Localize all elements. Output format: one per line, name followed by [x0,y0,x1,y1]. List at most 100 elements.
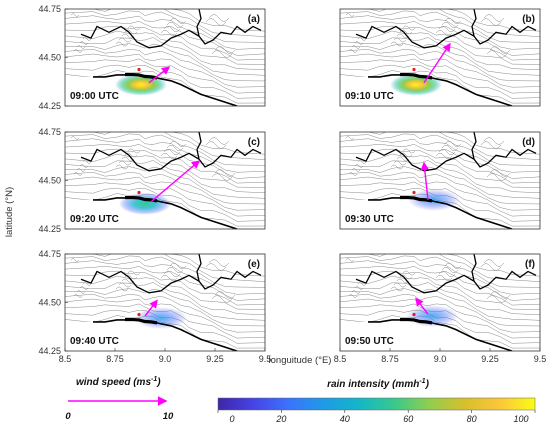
urban-area [125,72,158,80]
contour-line [65,25,265,61]
coastline [368,197,513,229]
contour-line [345,136,355,140]
contour-line [340,282,540,316]
contour-line [160,274,178,282]
contour-line [340,275,540,310]
contour-line [160,152,178,160]
x-tick-label: 9.5 [259,354,272,364]
contour-line [489,46,511,54]
contour-line [483,259,505,267]
sea-area [65,319,265,351]
map-panel: 09:20 UTC (c) 44.75 44.50 44.25 [38,127,266,234]
contour-line [65,171,265,205]
contour-line [65,20,265,56]
contour-line [163,25,181,33]
region-border [196,132,202,160]
coastline [93,197,238,229]
y-tick-label: 44.25 [38,224,61,234]
contour-line [340,10,540,43]
contour-line [340,25,540,61]
colorbar-tick-label: 60 [403,414,413,424]
y-tick-label: 44.50 [38,53,61,63]
x-tick-label: 9.0 [434,354,447,364]
contour-line [163,148,181,156]
contour-line [88,254,265,282]
contour-line [115,286,129,292]
contour-line [170,132,265,155]
contour-line [444,262,462,270]
contour-line [483,137,505,145]
contour-line [65,15,265,50]
region-border [355,148,537,172]
contour-line [357,37,367,41]
contour-line [445,254,540,277]
contour-line [169,17,187,25]
terrain-contours [340,254,540,349]
urban-area [125,317,158,325]
contour-line [160,29,178,37]
contour-line [65,282,265,316]
panel-letter-label: (e) [248,259,260,270]
contour-line [208,137,230,145]
contour-line [65,10,265,43]
panel-time-label: 09:30 UTC [345,214,394,225]
contour-line [211,173,233,181]
contour-line [340,255,540,288]
panel-plot-area [340,132,540,229]
contour-line [170,254,265,277]
map-panel: 09:30 UTC (d) [339,131,541,230]
contour-line [65,148,265,184]
contour-line [340,64,540,99]
panel-letter-label: (d) [522,137,535,148]
rain-colorbar-title: rain intensity (mmh-1) [327,378,429,390]
contour-line [169,140,187,148]
contour-line [340,260,540,295]
contour-line [340,53,540,88]
panel-time-label: 09:40 UTC [70,336,119,347]
radar-site-marker [137,312,141,317]
contour-line [354,164,364,168]
contour-line [393,160,407,166]
contour-line [363,254,540,282]
rain-field [390,73,442,96]
contour-line [70,258,80,262]
contour-line [435,274,453,282]
rain-field [135,307,187,330]
contour-line [402,25,416,31]
map-panel: 09:10 UTC (b) [339,8,541,107]
contour-line [402,148,416,154]
panel-plot-area [65,132,265,229]
contour-line [357,160,367,164]
contour-line [118,160,132,166]
contour-line [340,153,540,188]
radar-site-marker [137,67,141,72]
contour-line [480,141,502,149]
colorbar-tick-label: 100 [513,414,528,424]
contour-line [127,148,141,154]
contour-line [441,21,459,29]
contour-line [88,9,265,37]
contour-line [480,18,502,26]
contour-line [363,132,540,160]
region-border [471,254,477,282]
contour-line [163,270,181,278]
terrain-contours [340,9,540,104]
contour-line [65,176,265,211]
contour-line [79,164,89,168]
contour-line [351,168,361,172]
region-border [471,9,477,37]
contour-line [65,255,265,288]
colorbar-tick-label: 40 [340,414,350,424]
contour-line [438,25,456,33]
contour-line [357,282,367,286]
contour-line [70,13,80,17]
contour-line [65,53,265,88]
contour-line [402,270,416,276]
contour-line [345,258,355,262]
contour-line [340,58,540,94]
panel-letter-label: (a) [248,14,260,25]
contour-line [127,25,141,31]
colorbar-tick-label: 20 [275,414,286,424]
wind-vector-arrow [148,66,171,84]
